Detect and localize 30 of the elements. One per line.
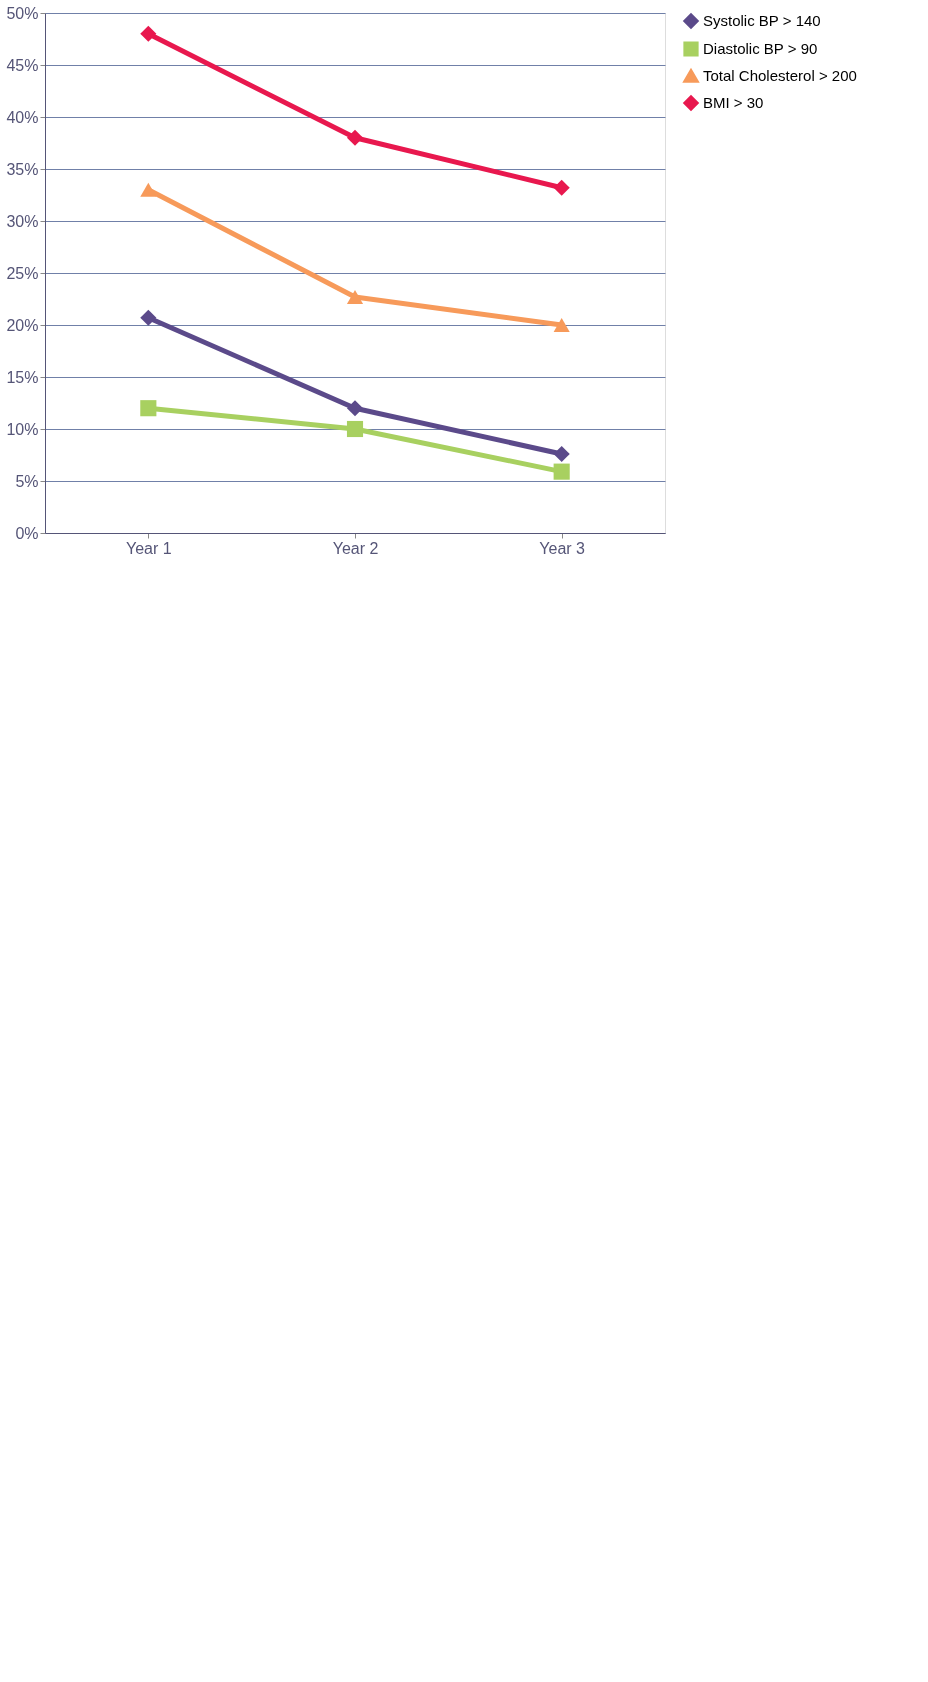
point	[346, 289, 364, 304]
y-tick-label: 10%	[6, 420, 39, 438]
point	[553, 318, 570, 332]
y-tick-label: 15%	[6, 368, 39, 386]
y-tick-label: 45%	[6, 56, 39, 74]
x-tick-label: Year 2	[332, 539, 379, 557]
legend-label: Systolic BP > 140	[703, 12, 821, 29]
point	[553, 463, 570, 480]
y-tick-label: 0%	[15, 524, 39, 542]
point	[553, 179, 570, 196]
point	[346, 400, 364, 417]
y-tick-label: 35%	[6, 160, 39, 178]
point	[140, 309, 157, 326]
y-tick-label: 40%	[6, 108, 39, 126]
point	[140, 400, 157, 417]
x-tick-label: Year 3	[539, 539, 586, 557]
point	[140, 25, 157, 42]
point	[140, 182, 157, 197]
point	[553, 445, 570, 463]
x-tick-label: Year 1	[126, 539, 172, 557]
y-tick-label: 30%	[6, 212, 39, 230]
y-tick-label: 25%	[6, 264, 39, 282]
y-tick-label: 50%	[6, 4, 39, 22]
y-tick-label: 5%	[15, 472, 39, 490]
point	[346, 420, 364, 438]
legend-label: BMI > 30	[703, 94, 764, 111]
y-tick-label: 20%	[6, 316, 39, 334]
legend-label: Total Cholesterol > 200	[703, 67, 857, 84]
point	[346, 129, 364, 146]
legend-label: Diastolic BP > 90	[703, 40, 818, 57]
